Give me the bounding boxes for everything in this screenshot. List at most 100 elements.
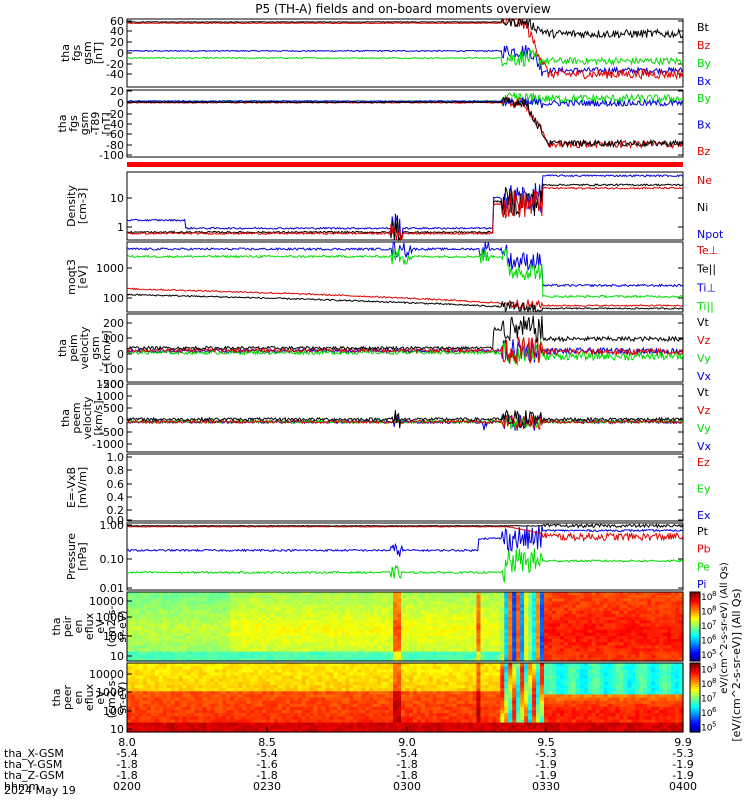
spectrogram-cell (190, 713, 196, 717)
spectrogram-cell (269, 719, 275, 724)
spectrogram-cell (349, 610, 354, 615)
spectrogram-cell (508, 598, 513, 603)
spectrogram-cell (178, 675, 184, 680)
spectrogram-cell (138, 598, 144, 603)
spectrogram-cell (266, 617, 271, 621)
spectrogram-cell (238, 700, 243, 705)
spectrogram-cell (285, 666, 291, 670)
spectrogram-cell (440, 617, 446, 621)
spectrogram-cell (369, 678, 374, 683)
spectrogram-cell (452, 620, 458, 624)
spectrogram-cell (575, 651, 581, 656)
spectrogram-cell (309, 654, 315, 659)
spectrogram-cell (285, 648, 291, 653)
spectrogram-cell (277, 657, 283, 662)
spectrogram-cell (293, 620, 299, 624)
spectrogram-cell (182, 648, 188, 653)
spectrogram-cell (190, 691, 196, 695)
spectrogram-cell (559, 648, 565, 653)
spectrogram-cell (130, 635, 136, 640)
spectrogram-cell (405, 675, 410, 680)
spectrogram-cell (579, 592, 585, 596)
spectrogram-cell (381, 598, 386, 603)
spectrogram-cell (412, 651, 418, 656)
spectrogram-cell (389, 688, 394, 692)
spectrogram-cell (214, 604, 219, 609)
spectrogram-cell (385, 725, 390, 730)
spectrogram-cell (242, 691, 247, 695)
spectrogram-cell (206, 691, 211, 695)
spectrogram-cell (266, 645, 271, 650)
spectrogram-cell (373, 666, 378, 670)
spectrogram-cell (412, 666, 418, 670)
spectrogram-cell (369, 681, 374, 686)
spectrogram-cell (500, 629, 505, 634)
spectrogram-cell (230, 706, 235, 711)
spectrogram-cell (238, 719, 243, 724)
spectrogram-cell (420, 592, 426, 596)
spectrogram-cell (146, 613, 152, 618)
spectrogram-cell (206, 642, 211, 646)
spectrogram-cell (448, 620, 454, 624)
spectrogram-cell (631, 592, 636, 596)
spectrogram-cell (333, 681, 339, 686)
spectrogram-cell (230, 666, 235, 670)
spectrogram-cell (635, 598, 640, 603)
spectrogram-cell (337, 654, 343, 659)
spectrogram-cell (563, 601, 569, 606)
legend-ey: Ey (697, 483, 711, 496)
spectrogram-cell (381, 669, 386, 674)
spectrogram-cell (234, 725, 239, 730)
spectrogram-cell (587, 626, 593, 631)
spectrogram-cell (655, 645, 660, 650)
spectrogram-cell (488, 604, 493, 609)
spectrogram-cell (293, 604, 299, 609)
spectrogram-cell (285, 601, 291, 606)
spectrogram-cell (635, 629, 640, 634)
spectrogram-cell (476, 626, 482, 631)
spectrogram-cell (329, 595, 335, 599)
spectrogram-cell (667, 604, 672, 609)
spectrogram-cell (174, 678, 180, 683)
spectrogram-cell (258, 669, 263, 674)
spectrogram-cell (198, 706, 204, 711)
spectrogram-cell (293, 700, 299, 705)
spectrogram-cell (667, 595, 672, 599)
spectrogram-cell (127, 700, 132, 705)
spectrogram-cell (146, 626, 152, 631)
spectrogram-cell (619, 620, 625, 624)
spectrogram-cell (619, 598, 625, 603)
spectrogram-cell (206, 651, 211, 656)
spectrogram-cell (412, 710, 418, 714)
spectrogram-cell (385, 666, 390, 670)
spectrogram-cell (528, 654, 533, 659)
spectrogram-cell (293, 691, 299, 695)
spectrogram-cell (583, 639, 589, 643)
spectrogram-cell (444, 620, 450, 624)
spectrogram-cell (337, 613, 343, 618)
spectrogram-cell (460, 651, 466, 656)
spectrogram-cell (154, 716, 160, 721)
spectrogram-cell (496, 592, 501, 596)
spectrogram-cell (222, 654, 227, 659)
spectrogram-cell (166, 635, 172, 640)
spectrogram-cell (313, 719, 319, 724)
spectrogram-cell (293, 595, 299, 599)
spectrogram-cell (277, 645, 283, 650)
spectrogram-cell (547, 651, 553, 656)
spectrogram-cell (246, 681, 251, 686)
spectrogram-cell (623, 629, 628, 634)
spectrogram-cell (333, 610, 339, 615)
spectrogram-cell (361, 719, 366, 724)
spectrogram-cell (484, 654, 489, 659)
spectrogram-cell (266, 592, 271, 596)
spectrogram-cell (349, 688, 354, 692)
spectrogram-cell (321, 700, 327, 705)
spectrogram-cell (341, 697, 347, 702)
spectrogram-cell (615, 629, 621, 634)
spectrogram-cell (301, 651, 307, 656)
spectrogram-cell (651, 632, 656, 637)
spectrogram-cell (293, 613, 299, 618)
spectrogram-cell (250, 607, 255, 612)
spectrogram-cell (520, 626, 525, 631)
